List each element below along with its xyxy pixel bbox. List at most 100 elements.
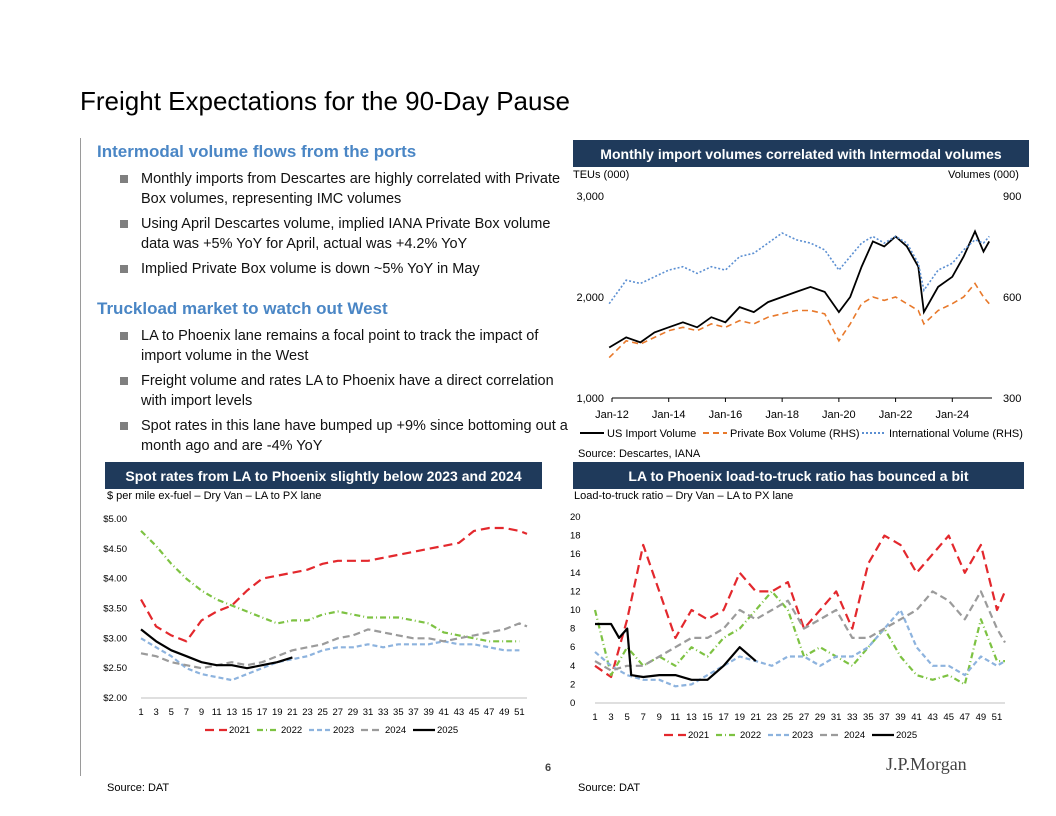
bullet-item: Implied Private Box volume is down ~5% Y… xyxy=(118,259,568,279)
imports-y2label: Volumes (000) xyxy=(948,169,1019,181)
chart-title-ratio: LA to Phoenix load-to-truck ratio has bo… xyxy=(573,462,1024,489)
spot-source: Source: DAT xyxy=(107,782,170,794)
ratio-xtick-label: 17 xyxy=(718,712,729,723)
ratio-legend-label: 2023 xyxy=(792,730,813,741)
imports-xtick-label: Jan-16 xyxy=(709,409,743,421)
spot-xtick-label: 33 xyxy=(378,707,389,718)
ratio-xtick-label: 47 xyxy=(960,712,971,723)
spot-xtick-label: 47 xyxy=(484,707,495,718)
imports-y2tick-label: 300 xyxy=(1003,393,1021,405)
spot-xtick-label: 15 xyxy=(242,707,253,718)
spot-series-line-2025 xyxy=(140,628,293,670)
imports-xtick-label: Jan-12 xyxy=(595,409,629,421)
imports-legend-label: International Volume (RHS) xyxy=(889,428,1023,440)
ratio-series-line-2022 xyxy=(593,590,1005,686)
imports-ytick-label: 3,000 xyxy=(576,191,604,203)
ratio-ytick-label: 0 xyxy=(570,698,575,709)
spot-series-line-2022 xyxy=(140,530,520,643)
imports-xtick-label: Jan-14 xyxy=(652,409,686,421)
ratio-xtick-label: 21 xyxy=(750,712,761,723)
ratio-series-line-2025 xyxy=(595,622,757,681)
imports-y2tick-label: 900 xyxy=(1003,191,1021,203)
ratio-legend-label: 2022 xyxy=(740,730,761,741)
ratio-xtick-label: 13 xyxy=(686,712,697,723)
spot-xtick-label: 27 xyxy=(332,707,343,718)
spot-legend-label: 2024 xyxy=(385,725,406,736)
spot-xtick-label: 31 xyxy=(363,707,374,718)
imports-series-line-1 xyxy=(608,282,990,359)
ratio-ytick-label: 18 xyxy=(570,531,581,542)
bullet-item: LA to Phoenix lane remains a focal point… xyxy=(118,326,568,366)
ratio-ytick-label: 20 xyxy=(570,512,581,523)
spot-series-line-2021 xyxy=(140,526,528,643)
spot-xtick-label: 1 xyxy=(138,707,143,718)
ratio-ylabel: Load-to-truck ratio – Dry Van – LA to PX… xyxy=(574,490,794,502)
imports-series-line-2 xyxy=(608,232,990,305)
ratio-xtick-label: 29 xyxy=(815,712,826,723)
spot-xtick-label: 39 xyxy=(423,707,434,718)
bullet-item: Monthly imports from Descartes are highl… xyxy=(118,169,568,209)
spot-xtick-label: 49 xyxy=(499,707,510,718)
bullet-item: Freight volume and rates LA to Phoenix h… xyxy=(118,371,568,411)
bullet-square-icon xyxy=(120,175,128,183)
ratio-xtick-label: 3 xyxy=(608,712,613,723)
imports-source: Source: Descartes, IANA xyxy=(578,448,701,460)
bullet-square-icon xyxy=(120,265,128,273)
ratio-xtick-label: 51 xyxy=(992,712,1003,723)
ratio-ytick-label: 12 xyxy=(570,586,581,597)
spot-xtick-label: 25 xyxy=(317,707,328,718)
spot-ylabel: $ per mile ex-fuel – Dry Van – LA to PX … xyxy=(107,490,322,502)
spot-xtick-label: 11 xyxy=(212,707,222,718)
ratio-xtick-label: 7 xyxy=(641,712,646,723)
spot-legend-label: 2023 xyxy=(333,725,354,736)
spot-ytick-label: $2.50 xyxy=(103,663,127,674)
bullet-square-icon xyxy=(120,377,128,385)
spot-xtick-label: 5 xyxy=(169,707,174,718)
imports-ylabel: TEUs (000) xyxy=(573,169,630,181)
spot-xtick-label: 23 xyxy=(302,707,313,718)
bullet-square-icon xyxy=(120,422,128,430)
spot-series-line-2024 xyxy=(140,622,528,670)
ratio-xtick-label: 15 xyxy=(702,712,713,723)
spot-ytick-label: $4.50 xyxy=(103,544,127,555)
page-number: 6 xyxy=(545,762,552,774)
ratio-xtick-label: 11 xyxy=(670,712,680,723)
ratio-legend-label: 2025 xyxy=(896,730,917,741)
ratio-ytick-label: 6 xyxy=(570,642,575,653)
imports-y2tick-label: 600 xyxy=(1003,292,1021,304)
spot-xtick-label: 3 xyxy=(153,707,158,718)
spot-xtick-label: 7 xyxy=(184,707,189,718)
imports-legend-label: US Import Volume xyxy=(607,428,696,440)
spot-ytick-label: $2.00 xyxy=(103,693,127,704)
spot-ytick-label: $5.00 xyxy=(103,514,127,525)
ratio-xtick-label: 9 xyxy=(657,712,662,723)
imports-legend-label: Private Box Volume (RHS) xyxy=(730,428,860,440)
spot-legend-label: 2021 xyxy=(229,725,250,736)
imports-xtick-label: Jan-20 xyxy=(822,409,856,421)
ratio-series-line-2023 xyxy=(594,608,1006,688)
bullet-list-intermodal: Monthly imports from Descartes are highl… xyxy=(118,169,568,284)
spot-xtick-label: 41 xyxy=(438,707,449,718)
spot-xtick-label: 17 xyxy=(257,707,268,718)
spot-xtick-label: 21 xyxy=(287,707,298,718)
ratio-ytick-label: 8 xyxy=(570,624,575,635)
spot-ytick-label: $4.00 xyxy=(103,574,127,585)
imports-series-line-0 xyxy=(608,229,990,349)
spot-xtick-label: 37 xyxy=(408,707,419,718)
imports-xtick-label: Jan-18 xyxy=(765,409,799,421)
ratio-ytick-label: 2 xyxy=(570,679,575,690)
ratio-xtick-label: 43 xyxy=(927,712,938,723)
spot-xtick-label: 43 xyxy=(454,707,465,718)
ratio-xtick-label: 41 xyxy=(911,712,922,723)
ratio-xtick-label: 19 xyxy=(734,712,745,723)
spot-xtick-label: 29 xyxy=(348,707,359,718)
section-heading-intermodal: Intermodal volume flows from the ports xyxy=(97,142,417,161)
imports-ytick-label: 2,000 xyxy=(576,292,604,304)
spot-xtick-label: 19 xyxy=(272,707,283,718)
ratio-xtick-label: 27 xyxy=(799,712,810,723)
section-heading-truckload: Truckload market to watch out West xyxy=(97,299,388,318)
spot-series-line-2023 xyxy=(140,637,520,682)
chart-title-spot: Spot rates from LA to Phoenix slightly b… xyxy=(105,462,542,489)
ratio-ytick-label: 14 xyxy=(570,568,581,579)
